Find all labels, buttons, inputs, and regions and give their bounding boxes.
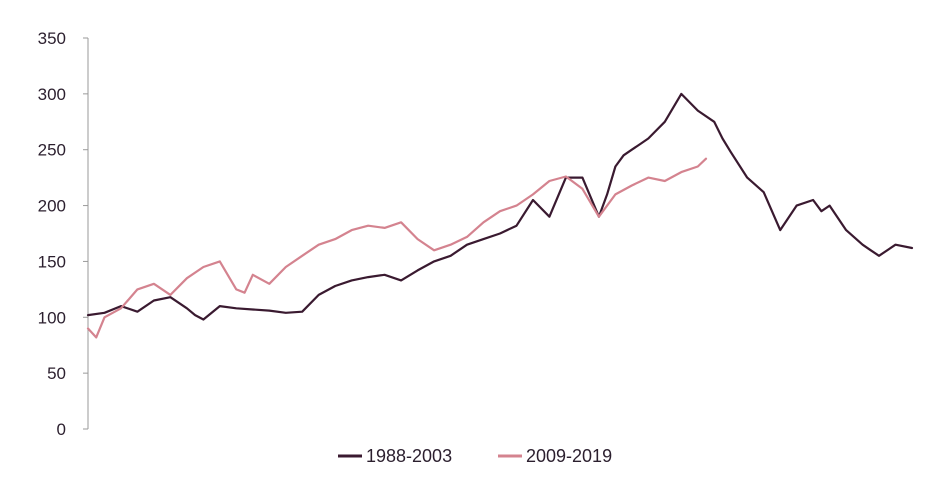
- series-line-2: [86, 157, 708, 339]
- series-layer: [86, 92, 914, 339]
- y-axis: 0 50 100 150 200 250 300 350: [38, 29, 89, 439]
- legend-label-2: 2009-2019: [526, 446, 612, 466]
- y-tick-label: 300: [38, 85, 66, 104]
- y-tick-label: 0: [57, 420, 66, 439]
- y-tick-label: 350: [38, 29, 66, 48]
- y-tick-label: 200: [38, 197, 66, 216]
- y-tick-label: 250: [38, 141, 66, 160]
- legend-label-1: 1988-2003: [366, 446, 452, 466]
- y-tick-label: 150: [38, 252, 66, 271]
- series-line-1: [86, 92, 914, 321]
- y-tick-label: 50: [47, 364, 66, 383]
- y-tick-label: 100: [38, 308, 66, 327]
- legend: 1988-2003 2009-2019: [338, 446, 612, 466]
